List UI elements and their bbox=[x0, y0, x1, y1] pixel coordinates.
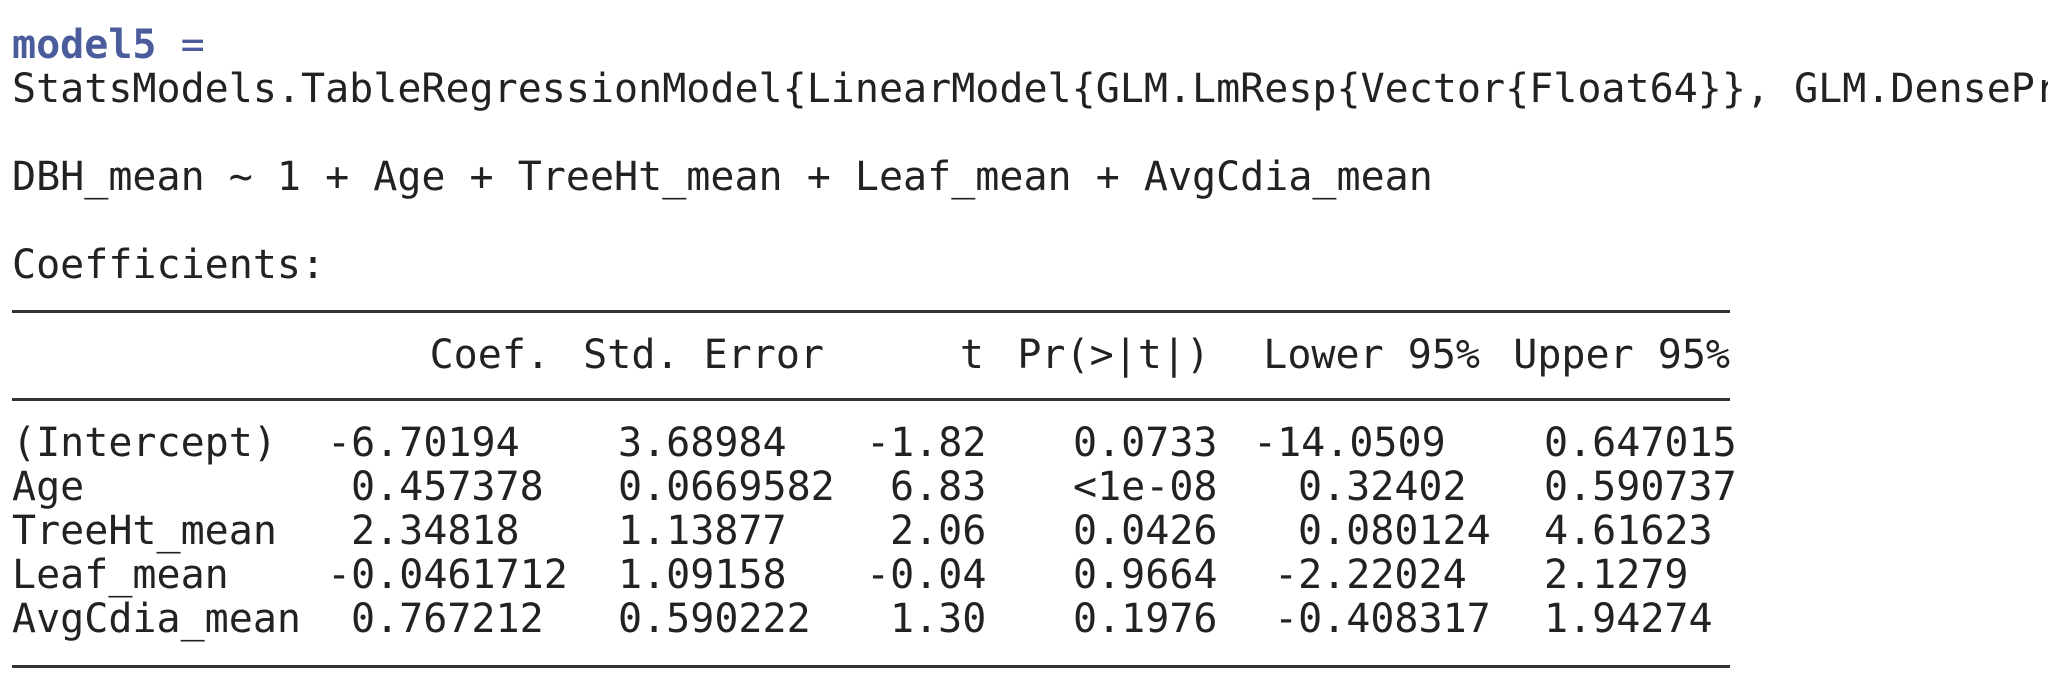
row-name: Age bbox=[12, 464, 85, 510]
model-formula: DBH_mean ~ 1 + Age + TreeHt_mean + Leaf_… bbox=[12, 154, 1433, 200]
assignment-operator: = bbox=[180, 22, 205, 68]
row-lower-95: 0.32402 bbox=[1298, 464, 1467, 510]
row-name: Leaf_mean bbox=[12, 552, 229, 598]
row-std-error: 1.09158 bbox=[618, 552, 787, 598]
row-std-error: 0.0669582 bbox=[618, 464, 835, 510]
row-p-value: <1e-08 bbox=[1073, 464, 1218, 510]
row-upper-95: 2.1279 bbox=[1544, 552, 1689, 598]
table-header-rule bbox=[12, 398, 1730, 401]
row-t: -0.04 bbox=[866, 552, 987, 598]
coefficients-heading: Coefficients: bbox=[12, 242, 326, 288]
row-p-value: 0.0733 bbox=[1073, 420, 1218, 466]
row-t: 6.83 bbox=[890, 464, 987, 510]
row-t: 2.06 bbox=[890, 508, 987, 554]
row-p-value: 0.9664 bbox=[1073, 552, 1218, 598]
header-lower-95: Lower 95% bbox=[1263, 332, 1480, 378]
row-coef: -6.70194 bbox=[327, 420, 520, 466]
row-name: (Intercept) bbox=[12, 420, 277, 466]
row-t: -1.82 bbox=[866, 420, 987, 466]
row-std-error: 0.590222 bbox=[618, 596, 811, 642]
row-p-value: 0.0426 bbox=[1073, 508, 1218, 554]
row-lower-95: 0.080124 bbox=[1298, 508, 1491, 554]
assignment-line: model5 = bbox=[12, 23, 205, 67]
row-coef: 2.34818 bbox=[351, 508, 520, 554]
row-upper-95: 0.590737 bbox=[1544, 464, 1737, 510]
row-lower-95: -2.22024 bbox=[1274, 552, 1467, 598]
row-p-value: 0.1976 bbox=[1073, 596, 1218, 642]
row-lower-95: -0.408317 bbox=[1274, 596, 1491, 642]
row-upper-95: 1.94274 bbox=[1544, 596, 1713, 642]
row-name: AvgCdia_mean bbox=[12, 596, 301, 642]
variable-name: model5 bbox=[12, 22, 157, 68]
header-std-error: Std. Error bbox=[583, 332, 824, 378]
row-lower-95: -14.0509 bbox=[1253, 420, 1446, 466]
table-bottom-rule bbox=[12, 665, 1730, 668]
table-top-rule bbox=[12, 310, 1730, 313]
row-std-error: 3.68984 bbox=[618, 420, 787, 466]
row-name: TreeHt_mean bbox=[12, 508, 277, 554]
header-coef: Coef. bbox=[429, 332, 550, 378]
row-upper-95: 4.61623 bbox=[1544, 508, 1713, 554]
row-coef: 0.457378 bbox=[351, 464, 544, 510]
row-t: 1.30 bbox=[890, 596, 987, 642]
header-upper-95: Upper 95% bbox=[1513, 332, 1730, 378]
row-upper-95: 0.647015 bbox=[1544, 420, 1737, 466]
row-coef: -0.0461712 bbox=[327, 552, 568, 598]
header-p-value: Pr(>|t|) bbox=[1017, 332, 1210, 378]
model-type-line: StatsModels.TableRegressionModel{LinearM… bbox=[12, 66, 2048, 112]
row-coef: 0.767212 bbox=[351, 596, 544, 642]
header-t: t bbox=[959, 332, 984, 378]
row-std-error: 1.13877 bbox=[618, 508, 787, 554]
